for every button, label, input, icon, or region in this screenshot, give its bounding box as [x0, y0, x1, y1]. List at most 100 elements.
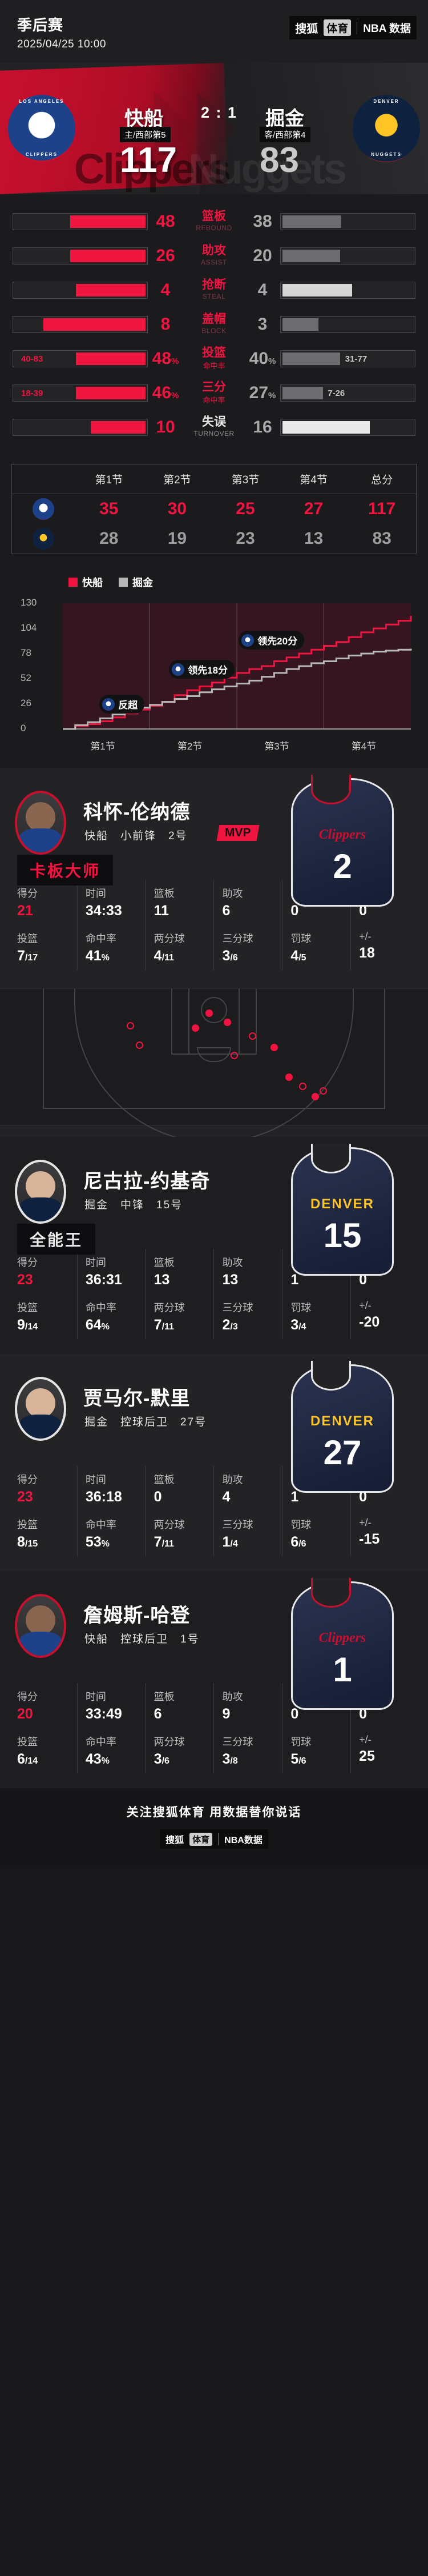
away-team-meta: 客/西部第4 [260, 127, 310, 142]
player-stat-key: 命中率 [85, 1302, 116, 1313]
player-stat-key: 得分 [17, 1474, 38, 1485]
away-stat-bar: 7-26 [280, 384, 415, 402]
legend-swatch [68, 578, 78, 587]
player-card[interactable]: 科怀-伦纳德 快船 小前锋 2号 MVP 卡板大师 Clippers 2 得分 21 时间 34:… [0, 768, 428, 1137]
player-tag: 卡板大师 [17, 855, 114, 886]
quarter-score-cell: 25 [236, 499, 255, 518]
player-stat-cell: 三分球 3/8 [213, 1728, 282, 1773]
player-jersey: DENVER 27 [280, 1359, 405, 1496]
home-logo-top-text: LOS ANGELES [19, 99, 64, 104]
chart-legend: 快船 掘金 [68, 575, 153, 590]
home-stat-value: 10 [156, 418, 175, 436]
player-stat-value: 0 [290, 903, 299, 919]
player-stat-value: 0 [154, 1489, 162, 1505]
player-card[interactable]: 贾马尔-默里 掘金 控球后卫 27号 DENVER 27 得分 23 时间 36:18 篮板 0 助… [0, 1354, 428, 1571]
quarter-table-body: 35 30 25 27 117 28 19 23 13 83 [12, 494, 416, 554]
footer-brand-sohu: 搜狐 [165, 1836, 184, 1845]
player-stat-value: 0 [359, 1272, 368, 1288]
player-meta: 掘金 中锋 15号 [84, 1199, 183, 1211]
player-stat-key: 两分球 [154, 1736, 185, 1748]
player-stat-value: 18 [359, 945, 375, 961]
player-stat-key: 罚球 [290, 1302, 312, 1313]
player-name: 贾马尔-默里 [83, 1388, 191, 1409]
quarter-score-cell: 28 [99, 529, 119, 548]
away-stat-value: 20 [253, 246, 272, 265]
player-stats-row: 投篮 6/14 命中率 43% 两分球 3/6 三分球 3/8 罚球 5/6 +/- 25 [9, 1728, 419, 1773]
player-stat-value: 43% [85, 1751, 110, 1767]
away-stat-value: 16 [253, 418, 272, 436]
player-header: 贾马尔-默里 掘金 控球后卫 27号 DENVER 27 [0, 1354, 428, 1493]
jersey-team-text: Clippers [318, 827, 366, 842]
home-stat-bar [13, 247, 148, 265]
player-stat-cell: 篮板 0 [145, 1466, 214, 1511]
player-stat-value: -15 [359, 1531, 380, 1547]
player-stat-cell: +/- -15 [350, 1511, 419, 1556]
player-stat-value: 3/8 [222, 1751, 238, 1767]
footer-brand-logo: 搜狐 体育 NBA数据 [160, 1829, 268, 1849]
home-team-score: 117 [120, 141, 177, 180]
player-stat-value: 0 [359, 903, 368, 919]
player-stat-cell: 助攻 9 [213, 1683, 282, 1728]
home-stat-value: 4 [160, 281, 171, 299]
player-stats-table: 得分23时间36:18篮板0助攻4抢断1盖帽0投篮8/15命中率53%两分球7/… [0, 1463, 428, 1571]
player-stat-cell: 命中率 43% [76, 1728, 146, 1773]
away-logo-top-text: DENVER [373, 99, 399, 104]
player-meta: 快船 控球后卫 1号 [84, 1633, 200, 1645]
player-stat-value: 33:49 [85, 1706, 122, 1722]
jersey-team-text: DENVER [310, 1413, 375, 1429]
away-stat-value: 3 [257, 315, 268, 334]
away-stat-bar [280, 419, 415, 436]
player-stat-cell: 得分 21 [9, 880, 77, 925]
annotation-text: 反超 [118, 700, 138, 711]
player-stat-value: 3/6 [154, 1751, 169, 1767]
player-stat-cell: 罚球 6/6 [282, 1511, 350, 1556]
player-stat-cell: 两分球 3/6 [145, 1728, 214, 1773]
stat-label: 三分 命中率 [202, 380, 226, 404]
player-card[interactable]: 尼古拉-约基奇 掘金 中锋 15号 全能王 DENVER 15 得分 23 时间 36:31 篮板… [0, 1137, 428, 1354]
away-stat-bar [280, 316, 415, 333]
home-team-name: 快船 [124, 108, 163, 130]
chart-y-tick: 26 [21, 698, 31, 708]
quarter-score-table: 第1节 第2节 第3节 第4节 总分 35 30 25 27 117 28 19 23 13 83 [11, 464, 417, 554]
player-stat-cell: 助攻 6 [213, 880, 282, 925]
home-team-meta: 主/西部第5 [120, 127, 171, 142]
player-stat-value: 21 [17, 903, 33, 919]
team-stats-comparison: 48 篮板 REBOUND 38 26 助攻 ASSIST 20 4 抢断 STEAL 4 8 盖帽 BLO… [0, 194, 428, 458]
away-stat-bar [280, 213, 415, 230]
chart-annotation: 反超 [99, 695, 145, 714]
header-left: 季后赛 2025/04/25 10:00 [17, 14, 106, 51]
team-stat-row: 18-39 46% 三分 命中率 27% 7-26 [13, 380, 415, 406]
player-stat-key: 助攻 [222, 1257, 243, 1268]
player-stat-value: 6/6 [290, 1534, 306, 1550]
player-stat-cell: +/- 18 [350, 925, 419, 970]
quarter-header-cell: 第3节 [231, 474, 260, 486]
player-name: 尼古拉-约基奇 [83, 1171, 211, 1192]
player-stat-cell: 两分球 7/11 [145, 1511, 214, 1556]
player-stat-cell: 罚球 3/4 [282, 1294, 350, 1339]
player-stat-value: 13 [154, 1272, 170, 1288]
player-stat-value: 0 [359, 1706, 368, 1722]
player-stat-key: 投篮 [17, 933, 38, 944]
away-stat-value: 38 [253, 212, 272, 231]
player-card[interactable]: 詹姆斯-哈登 快船 控球后卫 1号 Clippers 1 得分 20 时间 33:49 篮板 6 助… [0, 1571, 428, 1788]
home-logo-bottom-text: CLIPPERS [25, 152, 58, 157]
player-stat-cell: 助攻 13 [213, 1249, 282, 1294]
player-stats-row: 投篮 8/15 命中率 53% 两分球 7/11 三分球 1/4 罚球 6/6 +/- -15 [9, 1511, 419, 1556]
player-stat-cell: 投篮 7/17 [9, 925, 77, 970]
player-stat-value: 4 [222, 1489, 231, 1505]
annotation-team-icon [241, 634, 255, 647]
player-stat-value: 2/3 [222, 1317, 238, 1333]
footer-brand-badge: 体育 [189, 1832, 213, 1846]
player-stat-key: 时间 [85, 888, 106, 899]
player-stat-value: 4/5 [290, 948, 306, 964]
scoreboard: Clippers Nuggets LOS ANGELES CLIPPERS DE… [0, 63, 428, 194]
chart-x-tick: 第3节 [264, 741, 289, 752]
quarter-table-header: 第1节 第2节 第3节 第4节 总分 [12, 464, 416, 494]
score-flow-chart: 快船 掘金 130 104 78 52 26 0 反超 领先18分 领先20分 第1节 第2节 第3… [0, 569, 428, 758]
player-stat-key: 命中率 [85, 933, 116, 944]
player-stat-key: 投篮 [17, 1302, 38, 1313]
stat-label: 失误 TURNOVER [193, 415, 235, 438]
legend-swatch [119, 578, 128, 587]
brand-logo: 搜狐 体育 NBA 数据 [289, 16, 417, 39]
series-score: 2 : 1 [201, 104, 238, 121]
